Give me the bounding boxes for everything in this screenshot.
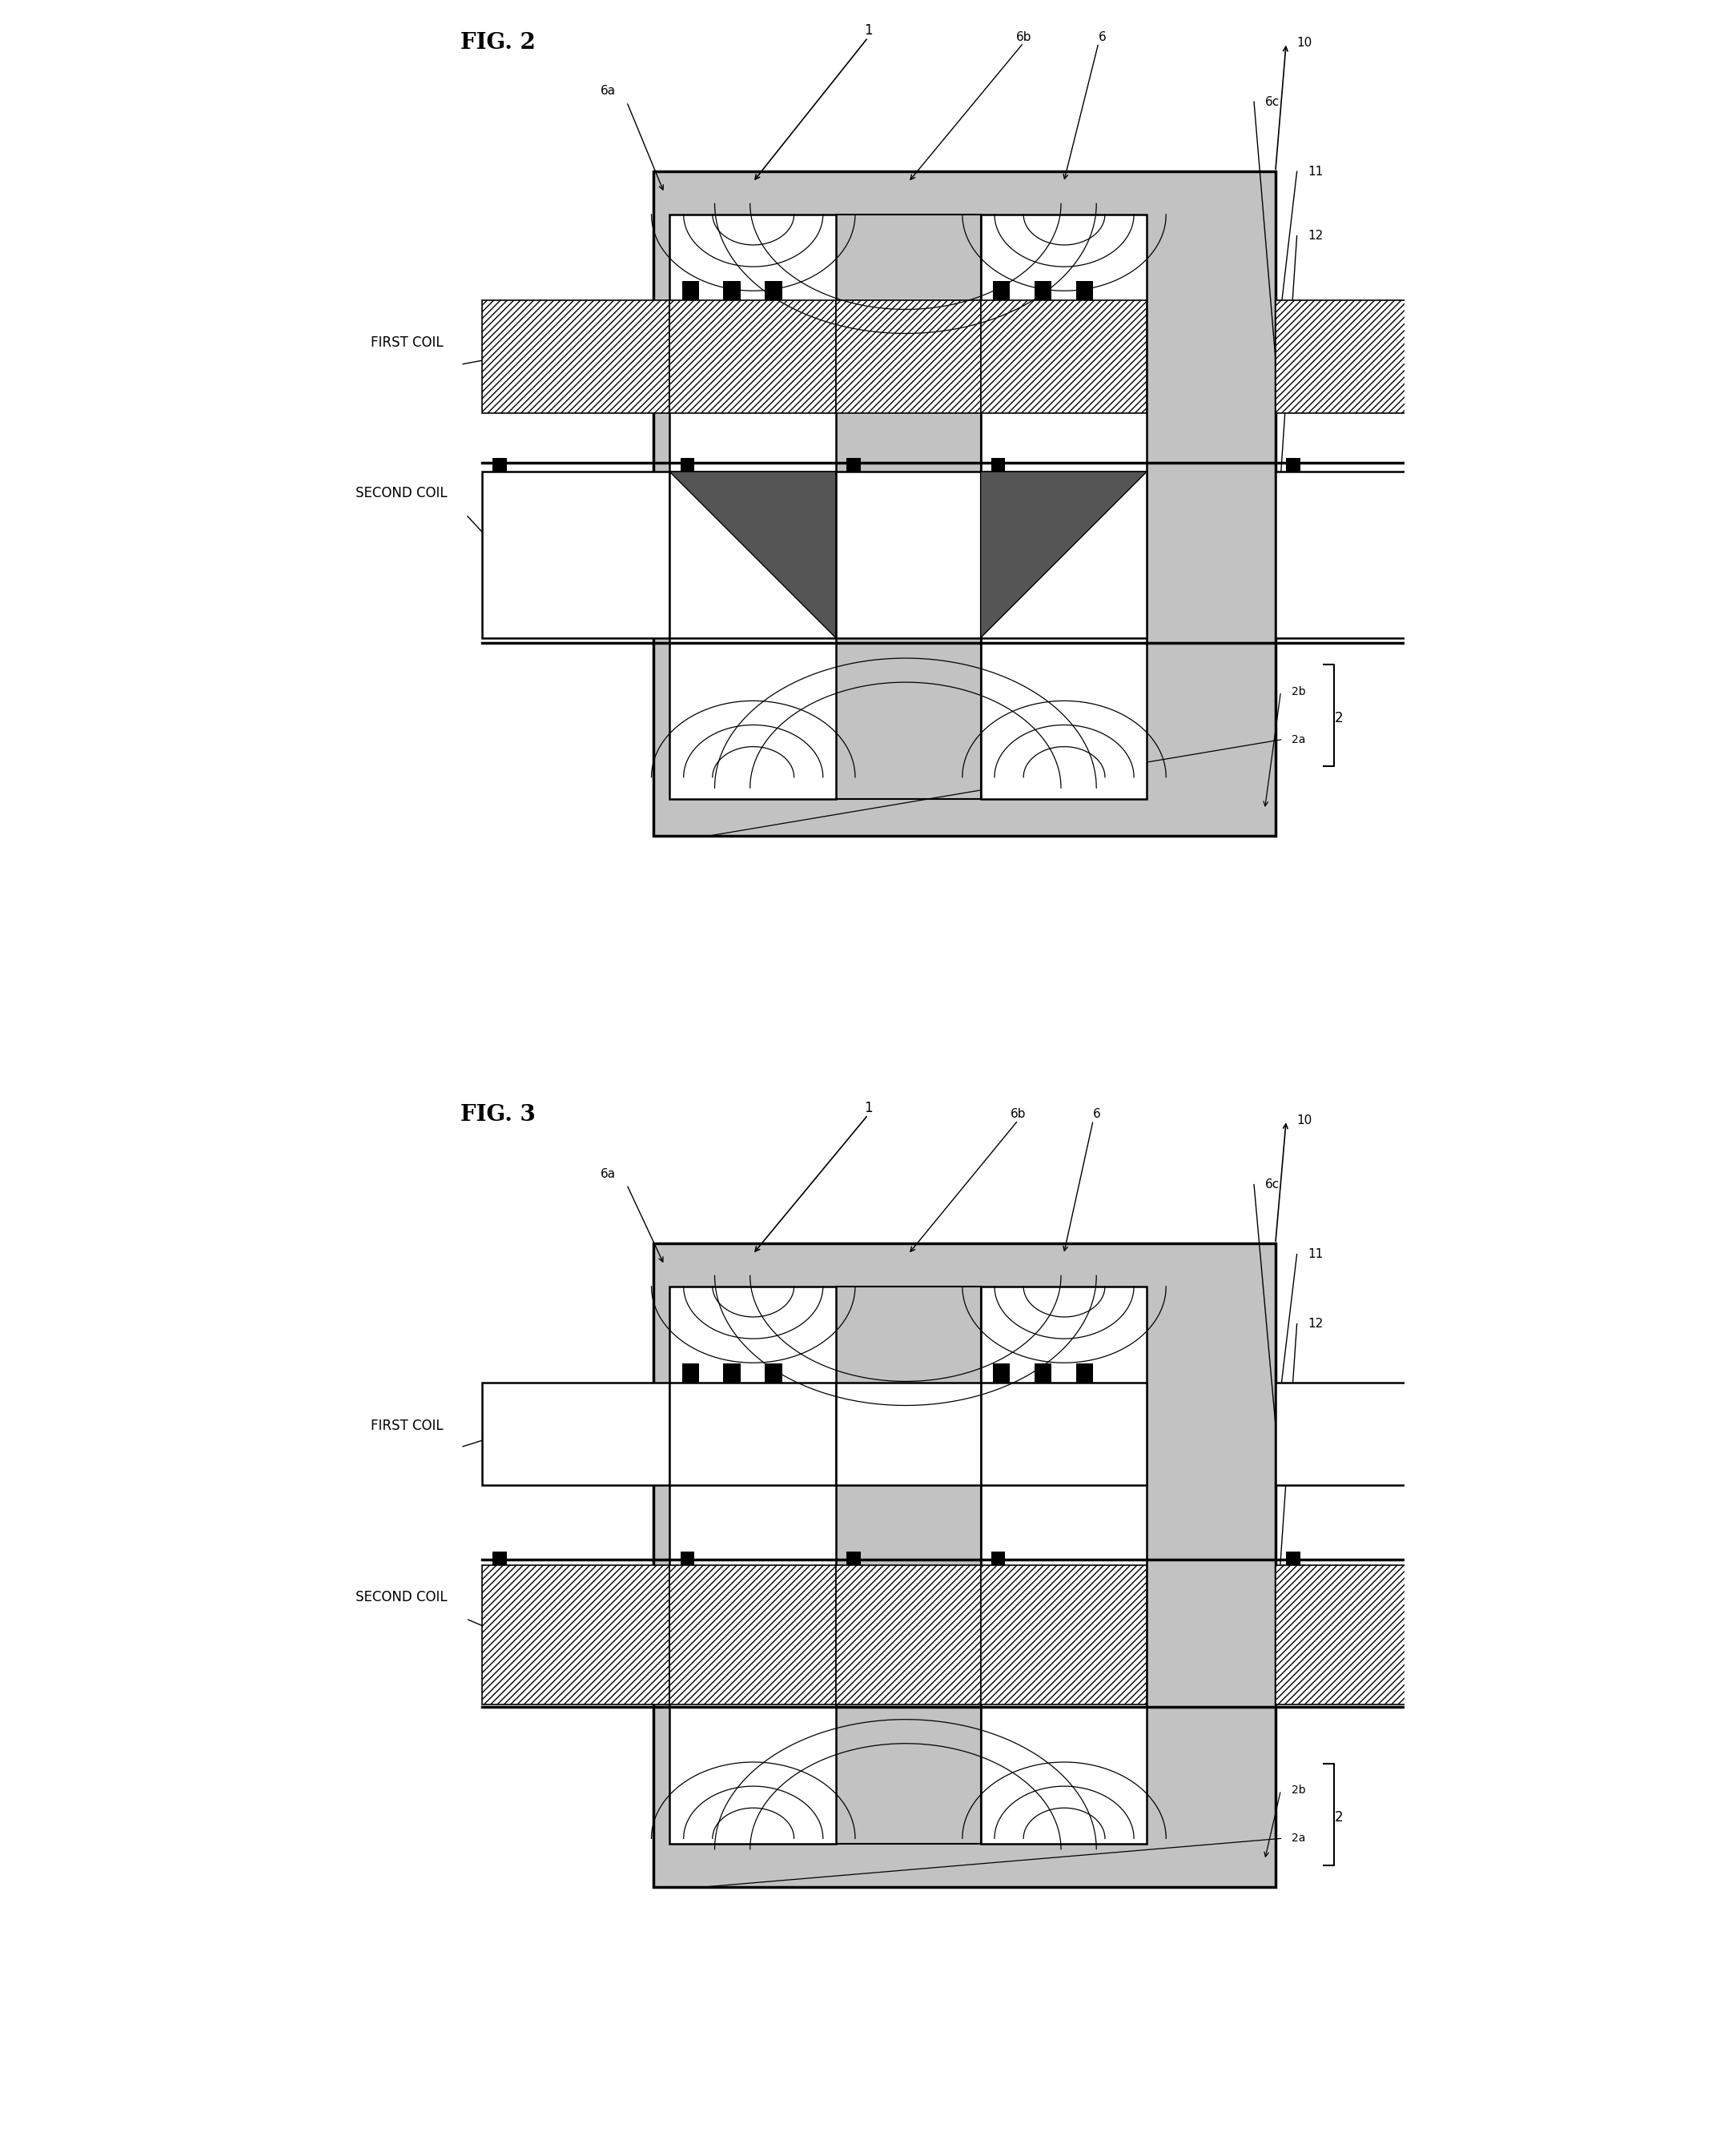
Text: 6b: 6b [1010,1108,1026,1119]
Bar [981,1565,1147,1704]
Text: 12: 12 [1307,1319,1323,1329]
Bar [681,1550,694,1565]
Bar [835,300,981,412]
Text: 6: 6 [1099,30,1106,43]
Text: 12: 12 [1307,229,1323,242]
Text: 10: 10 [1297,36,1312,49]
Bar [981,1383,1147,1484]
Bar [1076,281,1094,300]
Bar [724,1364,741,1383]
Bar [493,1550,507,1565]
Bar [847,457,861,472]
Text: 6c: 6c [1266,96,1279,107]
Bar [981,300,1147,412]
Text: 6b: 6b [1016,30,1031,43]
Bar [1276,300,1463,412]
Text: 2: 2 [1335,712,1344,725]
Bar [681,457,694,472]
Bar [682,281,700,300]
Bar [670,1383,835,1484]
Bar [670,1286,835,1844]
Text: 2b: 2b [1292,686,1305,697]
Text: 10: 10 [1297,1115,1312,1126]
Polygon shape [670,472,835,637]
Bar [1276,472,1463,637]
Bar [653,1244,1276,1887]
Text: 2a: 2a [1292,733,1305,746]
Bar [724,281,741,300]
Bar [835,1383,981,1484]
Bar [1276,1383,1463,1484]
Bar [981,1286,1147,1844]
Bar [493,457,507,472]
Text: FIG. 3: FIG. 3 [460,1104,536,1126]
Bar [835,1286,981,1844]
Bar [1035,281,1052,300]
Text: 2b: 2b [1292,1784,1305,1797]
Text: SECOND COIL: SECOND COIL [356,1591,448,1604]
Text: 1: 1 [865,24,871,36]
Bar [670,214,835,798]
Text: SECOND COIL: SECOND COIL [356,487,448,500]
Bar [981,472,1147,637]
Bar [1276,1565,1463,1704]
Text: FIG. 2: FIG. 2 [460,32,536,54]
Text: 6c: 6c [1266,1179,1279,1190]
Bar [653,172,1276,836]
Text: FIRST COIL: FIRST COIL [372,337,443,349]
Bar [483,1565,670,1704]
Text: 6a: 6a [601,86,616,96]
Bar [993,1364,1010,1383]
Text: 11: 11 [1307,165,1323,178]
Polygon shape [981,472,1147,637]
Bar [483,300,670,412]
Bar [670,1565,835,1704]
Bar [483,1383,670,1484]
Bar [993,281,1010,300]
Text: 6: 6 [1094,1108,1101,1119]
Bar [670,472,835,637]
Bar [682,1364,700,1383]
Bar [981,214,1147,798]
Bar [1286,457,1300,472]
Bar [1286,1550,1300,1565]
Bar [991,1550,1005,1565]
Bar [1076,1364,1094,1383]
Bar [835,1565,981,1704]
Text: 11: 11 [1307,1248,1323,1261]
Text: 1: 1 [865,1100,871,1115]
Bar [1436,1550,1450,1565]
Bar [1035,1364,1052,1383]
Bar [835,472,981,637]
Bar [483,472,670,637]
Bar [670,300,835,412]
Bar [766,281,783,300]
Text: 6a: 6a [601,1168,616,1179]
Bar [991,457,1005,472]
Text: 2a: 2a [1292,1833,1305,1844]
Bar [766,1364,783,1383]
Text: 2: 2 [1335,1810,1344,1825]
Bar [835,214,981,798]
Bar [1436,457,1450,472]
Bar [847,1550,861,1565]
Text: FIRST COIL: FIRST COIL [372,1419,443,1432]
